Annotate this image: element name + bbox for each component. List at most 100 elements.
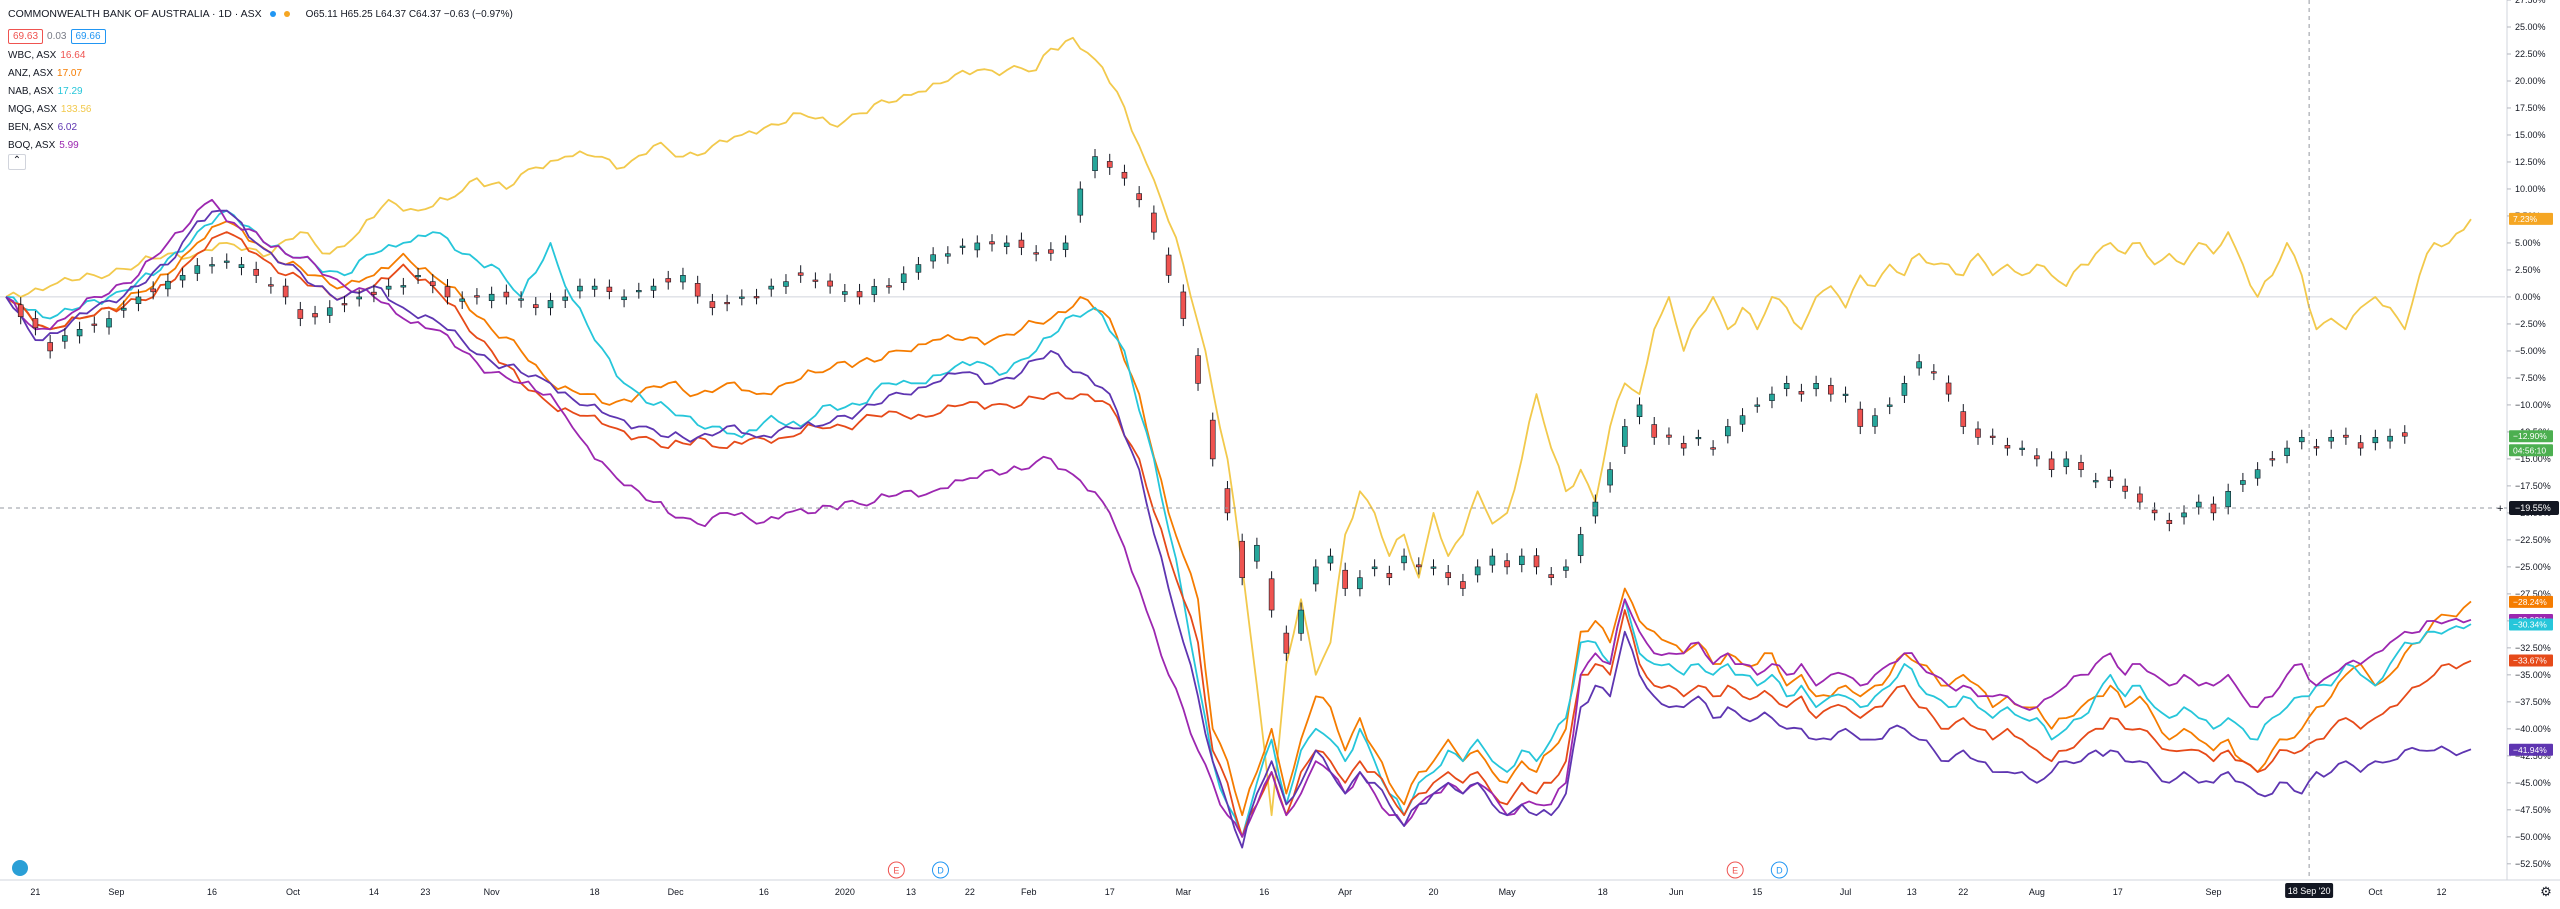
candle-body[interactable] <box>1136 193 1142 201</box>
candle-body[interactable] <box>1092 156 1098 171</box>
candle-body[interactable] <box>2401 432 2408 437</box>
candle-body[interactable] <box>1769 393 1775 401</box>
candle-body[interactable] <box>694 283 701 297</box>
candle-body[interactable] <box>17 304 24 318</box>
candle-body[interactable] <box>591 285 598 290</box>
candle-body[interactable] <box>371 291 377 295</box>
series-line-nab[interactable] <box>5 209 2472 838</box>
candle-body[interactable] <box>135 296 142 304</box>
candle-body[interactable] <box>282 285 289 298</box>
candle-body[interactable] <box>1651 424 1658 438</box>
candle-body[interactable] <box>2063 458 2070 468</box>
series-line-boq[interactable] <box>5 198 2472 838</box>
candle-body[interactable] <box>1048 249 1054 254</box>
candle-body[interactable] <box>1548 574 1555 578</box>
candle-body[interactable] <box>194 265 201 274</box>
candle-body[interactable] <box>739 296 745 299</box>
candle-body[interactable] <box>1577 534 1584 556</box>
candle-body[interactable] <box>2313 446 2320 449</box>
candle-body[interactable] <box>2107 476 2114 481</box>
candle-body[interactable] <box>1342 569 1348 589</box>
candle-body[interactable] <box>474 295 480 298</box>
candle-body[interactable] <box>1033 252 1039 255</box>
gear-icon[interactable]: ⚙ <box>2540 884 2552 899</box>
series-line-anz[interactable] <box>5 220 2472 817</box>
candle-body[interactable] <box>1504 560 1510 568</box>
candle-body[interactable] <box>915 264 922 273</box>
candle-body[interactable] <box>1415 564 1422 568</box>
candle-body[interactable] <box>2357 442 2364 449</box>
candle-body[interactable] <box>753 296 760 299</box>
candle-body[interactable] <box>47 342 53 352</box>
candle-body[interactable] <box>2225 490 2231 508</box>
candle-body[interactable] <box>253 268 259 276</box>
candle-body[interactable] <box>724 302 730 305</box>
candle-body[interactable] <box>547 300 554 309</box>
chevron-up-icon[interactable]: ⌃ <box>8 154 26 170</box>
candle-body[interactable] <box>1636 404 1643 418</box>
candle-body[interactable] <box>503 291 510 298</box>
candle-body[interactable] <box>1592 501 1599 517</box>
candle-body[interactable] <box>209 264 215 267</box>
candle-body[interactable] <box>2166 519 2173 524</box>
candle-body[interactable] <box>1945 382 1952 395</box>
candle-body[interactable] <box>680 275 686 283</box>
candle-body[interactable] <box>1312 566 1319 585</box>
candle-body[interactable] <box>2078 462 2084 470</box>
candle-body[interactable] <box>1563 566 1569 571</box>
legend-series-nab[interactable]: NAB, ASX 17.29 <box>8 84 513 98</box>
candle-body[interactable] <box>1460 581 1466 589</box>
candle-body[interactable] <box>1209 419 1216 460</box>
candle-body[interactable] <box>238 264 245 268</box>
candle-body[interactable] <box>1813 383 1819 390</box>
bid-price-button[interactable]: 69.63 <box>8 28 44 44</box>
candle-body[interactable] <box>326 307 333 316</box>
candle-body[interactable] <box>871 286 878 295</box>
candle-body[interactable] <box>120 307 127 311</box>
candle-body[interactable] <box>1151 212 1157 233</box>
candle-body[interactable] <box>165 280 171 290</box>
candle-body[interactable] <box>1960 411 1967 427</box>
candle-body[interactable] <box>1842 393 1849 396</box>
candle-body[interactable] <box>1533 555 1540 568</box>
candle-body[interactable] <box>886 285 892 288</box>
series-line-wbc[interactable] <box>5 231 2472 838</box>
candle-body[interactable] <box>974 242 981 251</box>
symbol-title[interactable]: COMMONWEALTH BANK OF AUSTRALIA · 1D · AS… <box>8 8 262 20</box>
candle-body[interactable] <box>1077 188 1084 216</box>
candle-body[interactable] <box>1106 161 1113 168</box>
candle-body[interactable] <box>665 278 672 283</box>
dividend-marker-icon[interactable] <box>1770 861 1788 879</box>
candle-body[interactable] <box>709 301 716 309</box>
candle-body[interactable] <box>989 241 995 245</box>
candle-body[interactable] <box>444 286 451 298</box>
candle-body[interactable] <box>2019 447 2025 450</box>
candle-body[interactable] <box>1607 469 1613 486</box>
candle-body[interactable] <box>518 298 524 301</box>
candle-body[interactable] <box>1489 555 1496 566</box>
candle-body[interactable] <box>1754 404 1761 407</box>
candle-body[interactable] <box>341 303 348 306</box>
candle-body[interactable] <box>621 296 627 301</box>
candle-body[interactable] <box>1739 415 1746 425</box>
candle-body[interactable] <box>223 260 230 263</box>
candle-body[interactable] <box>1975 428 1981 438</box>
candle-body[interactable] <box>1828 384 1834 395</box>
candle-body[interactable] <box>1872 415 1878 427</box>
candle-body[interactable] <box>459 298 466 302</box>
candle-body[interactable] <box>2151 509 2158 514</box>
candle-body[interactable] <box>1680 442 1687 449</box>
candle-body[interactable] <box>297 309 304 319</box>
candle-body[interactable] <box>1710 447 1716 450</box>
candle-body[interactable] <box>1857 408 1864 427</box>
legend-series-mqg[interactable]: MQG, ASX 133.56 <box>8 102 513 116</box>
candle-body[interactable] <box>1725 426 1731 437</box>
candle-body[interactable] <box>2092 480 2099 483</box>
candle-body[interactable] <box>1371 566 1378 570</box>
candle-body[interactable] <box>827 280 833 287</box>
candle-body[interactable] <box>91 323 98 326</box>
candle-body[interactable] <box>106 318 112 328</box>
candle-body[interactable] <box>429 281 436 286</box>
candle-body[interactable] <box>606 286 613 292</box>
